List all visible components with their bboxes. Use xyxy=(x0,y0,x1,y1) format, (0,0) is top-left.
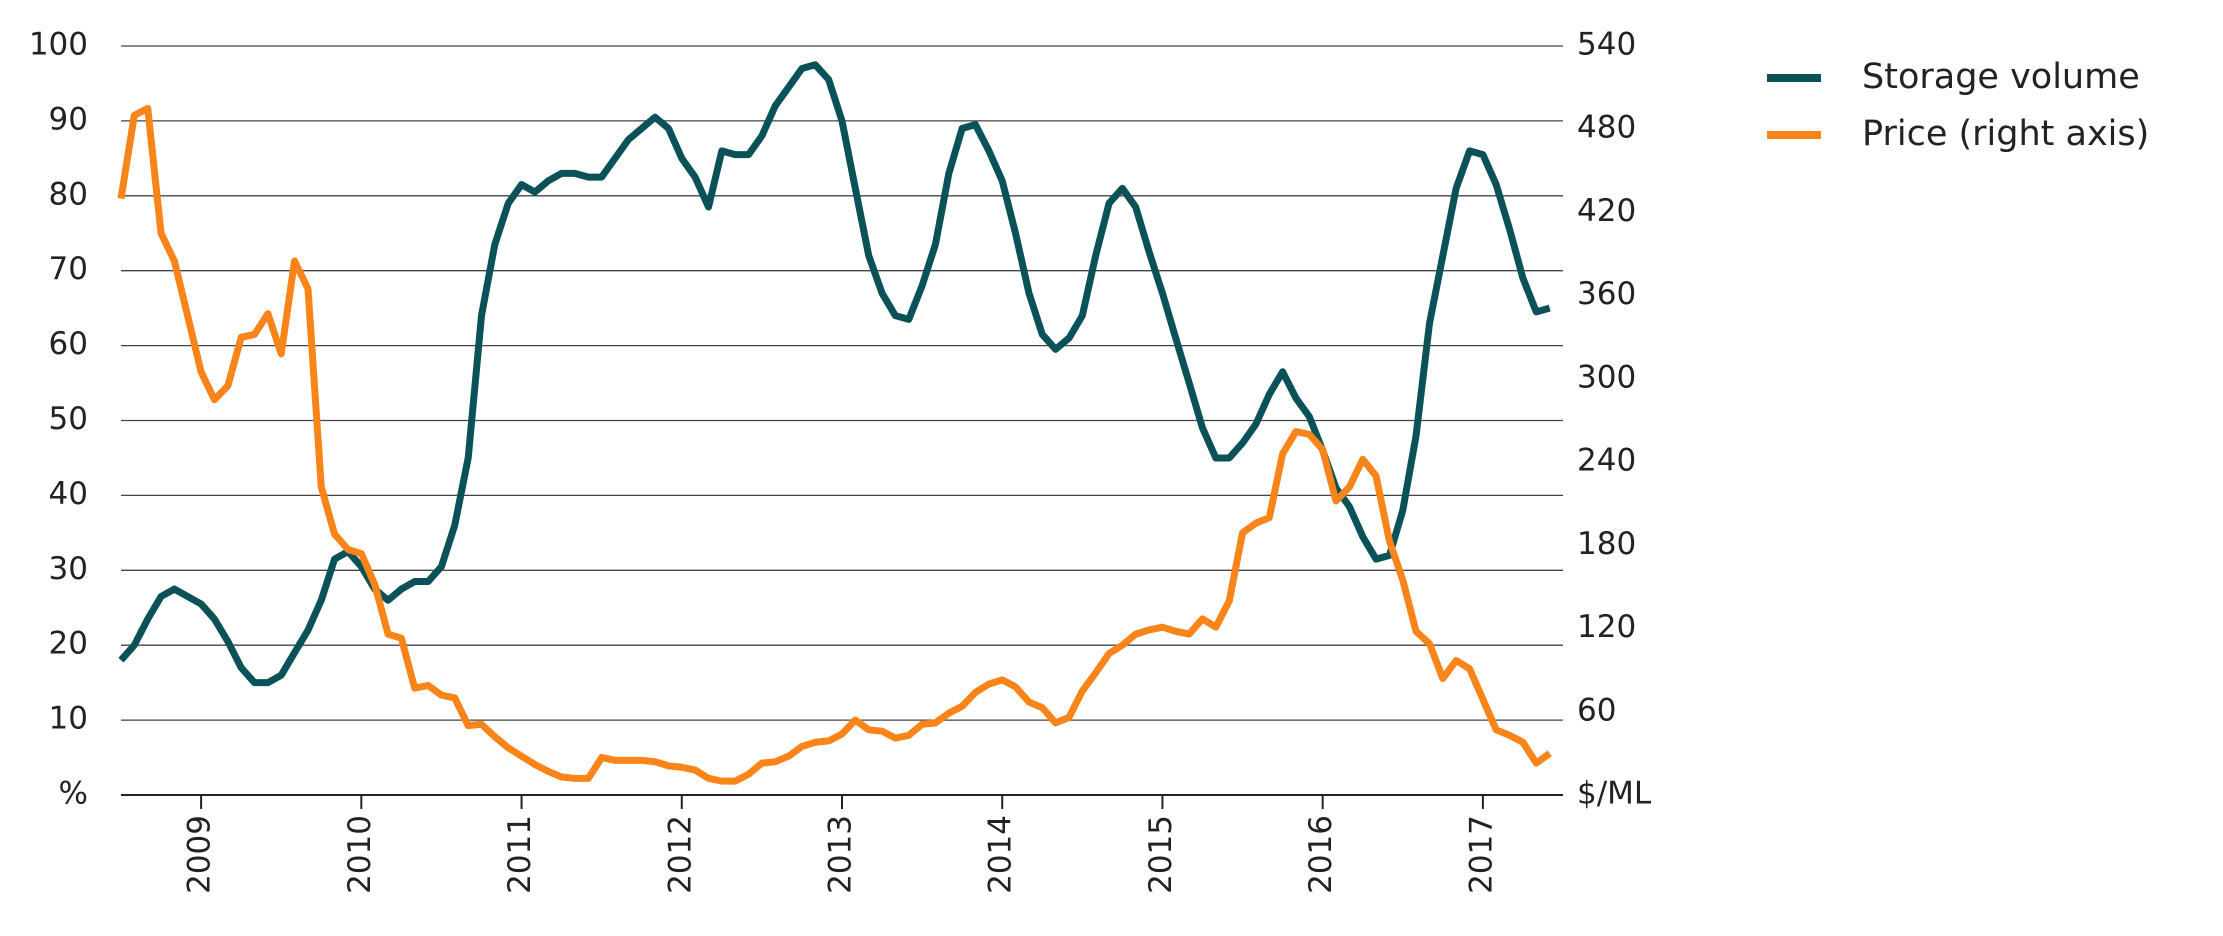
y2-tick-label: 420 xyxy=(1577,193,1636,229)
x-tick-label: 2010 xyxy=(342,815,378,894)
y2-tick-label: 240 xyxy=(1577,443,1636,479)
x-tick-label: 2009 xyxy=(182,815,218,894)
y2-tick-label: 540 xyxy=(1577,27,1636,63)
y-tick-label: 10 xyxy=(49,701,88,737)
x-tick-label: 2014 xyxy=(983,815,1019,894)
x-tick-label: 2011 xyxy=(502,815,538,894)
y-tick-label: 60 xyxy=(49,326,88,362)
y-tick-label: 80 xyxy=(49,176,88,212)
y-tick-label: 70 xyxy=(49,251,88,287)
y2-tick-label: 300 xyxy=(1577,359,1636,395)
x-tick-label: 2015 xyxy=(1143,815,1179,894)
x-tick-label: 2012 xyxy=(662,815,698,894)
legend-label: Price (right axis) xyxy=(1862,114,2149,154)
y2-tick-label: 120 xyxy=(1577,609,1636,645)
legend-label: Storage volume xyxy=(1862,57,2140,97)
y2-tick-label: 60 xyxy=(1577,692,1616,728)
y2-tick-label: 480 xyxy=(1577,110,1636,146)
y2-tick-label: 180 xyxy=(1577,526,1636,562)
x-tick-label: 2013 xyxy=(823,815,859,894)
y-tick-label: 30 xyxy=(49,551,88,587)
y-tick-label: 90 xyxy=(49,101,88,137)
y-tick-label: 100 xyxy=(29,27,88,63)
x-tick-label: 2017 xyxy=(1463,815,1499,894)
x-tick-label: 2016 xyxy=(1303,815,1339,894)
y-tick-label: 20 xyxy=(49,626,88,662)
y-tick-label: 50 xyxy=(49,401,88,437)
y2-tick-label: 360 xyxy=(1577,276,1636,312)
y-tick-label: 40 xyxy=(49,476,88,512)
y2-tick-label: $/ML xyxy=(1577,776,1652,812)
y-tick-label: % xyxy=(59,776,88,812)
series-line xyxy=(117,104,1552,785)
series-line xyxy=(118,61,1551,687)
